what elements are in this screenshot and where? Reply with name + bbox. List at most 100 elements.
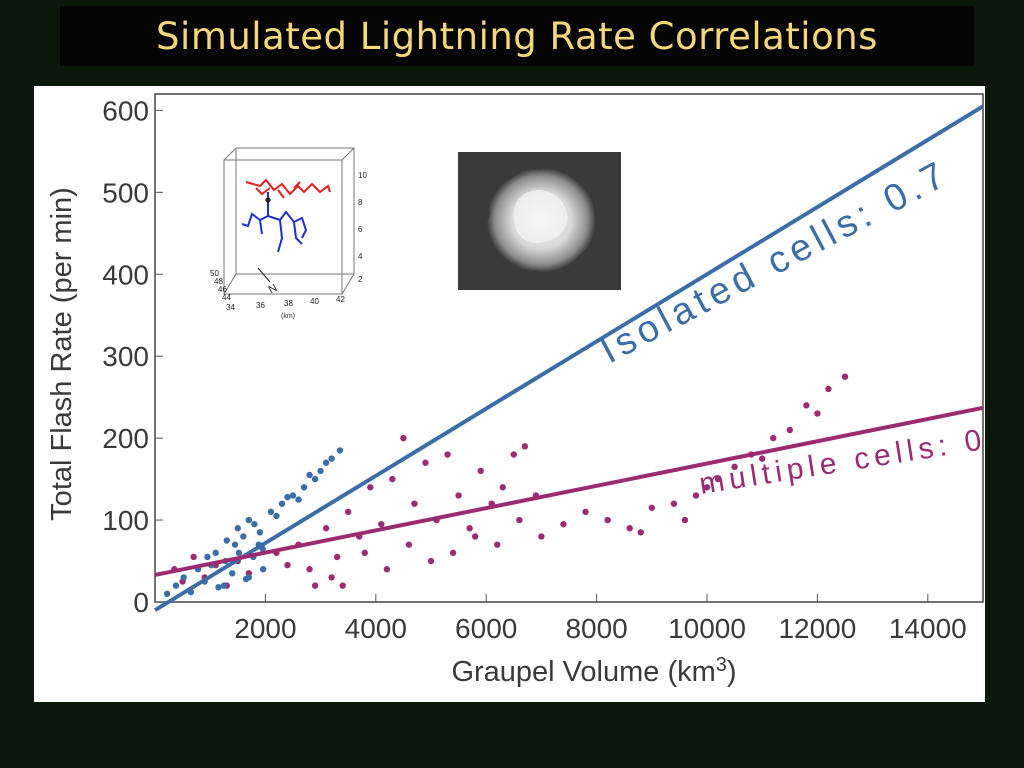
multiple-data-point — [190, 553, 197, 561]
multiple-annotation: multiple cells: 0.5 — [697, 417, 985, 500]
isolated-data-point — [259, 566, 267, 573]
inset-right-tick: 2 — [358, 275, 363, 284]
multiple-data-point — [455, 492, 462, 499]
isolated-data-point — [328, 455, 335, 462]
y-tick-label: 400 — [102, 259, 149, 290]
multiple-data-point — [516, 516, 523, 524]
isolated-data-point — [212, 549, 219, 557]
multiple-data-point — [731, 463, 738, 471]
plot-frame — [154, 93, 984, 603]
multiple-data-point — [759, 455, 766, 462]
multiple-data-point — [306, 566, 313, 573]
isolated-data-point — [215, 584, 222, 591]
x-tick-label: 14000 — [889, 613, 967, 644]
inset-bottom-tick: 42 — [336, 295, 345, 304]
y-tick-label: 0 — [133, 587, 149, 618]
y-tick-label: 100 — [102, 505, 149, 536]
multiple-data-point — [328, 574, 335, 581]
multiple-data-point — [477, 467, 484, 475]
isolated-data-point — [273, 512, 280, 520]
multiple-data-point — [449, 549, 457, 557]
chart-panel: 0 100 200 300 400 500 600 2000 4000 6000 8000 1000… — [34, 86, 1023, 702]
isolated-data-point — [234, 525, 241, 532]
isolated-data-point — [267, 508, 275, 516]
isolated-data-point — [172, 582, 180, 589]
isolated-data-point — [240, 533, 247, 540]
isolated-data-point — [278, 500, 286, 507]
isolated-data-point — [256, 529, 264, 536]
multiple-data-point — [311, 582, 319, 589]
inset-blue-path — [241, 204, 308, 253]
isolated-data-point — [163, 590, 171, 598]
multiple-data-point — [714, 475, 722, 483]
isolated-data-point — [204, 553, 211, 561]
inset-origin-point — [265, 197, 271, 203]
multiple-data-point — [681, 516, 689, 524]
y-axis-label: Total Flash Rate (per min) — [46, 187, 78, 521]
multiple-data-point — [499, 484, 506, 491]
multiple-data-point — [670, 500, 678, 507]
isolated-data-point — [229, 570, 236, 577]
y-tick-label: 200 — [102, 423, 149, 454]
isolated-data-point — [245, 574, 253, 581]
multiple-data-point — [648, 504, 655, 511]
multiple-data-point — [284, 561, 291, 569]
isolated-data-point — [245, 516, 253, 524]
inset-left-tick: 46 — [218, 285, 227, 294]
north-arrow-icon — [257, 267, 271, 283]
isolated-data-point — [231, 541, 239, 548]
inset-box-edge — [341, 273, 355, 295]
inset-box-edge — [223, 273, 237, 295]
isolated-trendline — [153, 104, 985, 612]
multiple-data-point — [626, 525, 633, 532]
isolated-data-point — [220, 582, 228, 589]
inset-bottom-tick: 36 — [256, 301, 265, 310]
multiple-data-point — [825, 385, 832, 393]
inset-red-path — [245, 178, 331, 196]
x-axis-ticks: 2000 4000 6000 8000 10000 12000 14000 — [234, 594, 967, 644]
inset-background — [212, 142, 374, 320]
multiple-data-point — [770, 434, 777, 442]
isolated-data-point — [311, 475, 319, 483]
x-tick-label: 6000 — [455, 613, 517, 644]
inset-bottom-tick: 38 — [284, 299, 293, 308]
inset-left-tick: 48 — [214, 277, 223, 286]
multiple-data-point — [378, 520, 385, 528]
multiple-data-point — [466, 525, 473, 532]
multiple-data-point — [383, 566, 391, 573]
inset-bottom-tick: 40 — [310, 297, 319, 306]
x-axis-label: Graupel Volume (km3) — [451, 654, 736, 688]
multiple-data-point — [582, 508, 589, 516]
multiple-data-point — [400, 434, 407, 442]
x-axis-label-superscript: 3 — [716, 654, 727, 676]
isolated-data-point — [306, 471, 313, 479]
isolated-data-point — [180, 574, 187, 581]
inset-left-ticks: 50 48 46 44 — [210, 269, 231, 302]
multiple-data-point — [411, 500, 418, 507]
multiple-data-point — [521, 443, 529, 450]
inset-right-tick: 8 — [358, 198, 363, 207]
multiple-data-point — [692, 492, 700, 499]
multiple-data-point — [322, 525, 330, 532]
isolated-data-point — [235, 549, 243, 557]
slide-title-bar: Simulated Lightning Rate Correlations — [60, 6, 974, 66]
multiple-data-point — [510, 451, 517, 458]
multiple-data-point — [367, 484, 374, 491]
multiple-data-point — [604, 516, 611, 524]
inset-red-path — [255, 181, 301, 199]
graupel-particle-highlight — [513, 190, 568, 243]
inset-left-tick: 44 — [222, 293, 231, 302]
inset-bottom-ticks: 34 36 38 40 42 — [226, 295, 345, 312]
multiple-data-point — [803, 402, 810, 409]
multiple-data-point — [841, 373, 849, 380]
inset-bottom-tick: 34 — [226, 303, 235, 312]
x-tick-label: 10000 — [668, 613, 746, 644]
isolated-annotation: Isolated cells: 0.7 — [594, 152, 957, 372]
x-tick-label: 4000 — [345, 613, 407, 644]
multiple-data-point — [444, 451, 451, 458]
isolated-data-point — [284, 493, 291, 501]
inset-3d-lightning-diagram: 10 8 6 4 2 34 36 38 40 42 (km) 50 48 46 … — [210, 142, 374, 320]
multiple-data-point — [538, 533, 545, 540]
multiple-data-point — [405, 541, 413, 548]
multiple-data-point — [333, 553, 341, 561]
